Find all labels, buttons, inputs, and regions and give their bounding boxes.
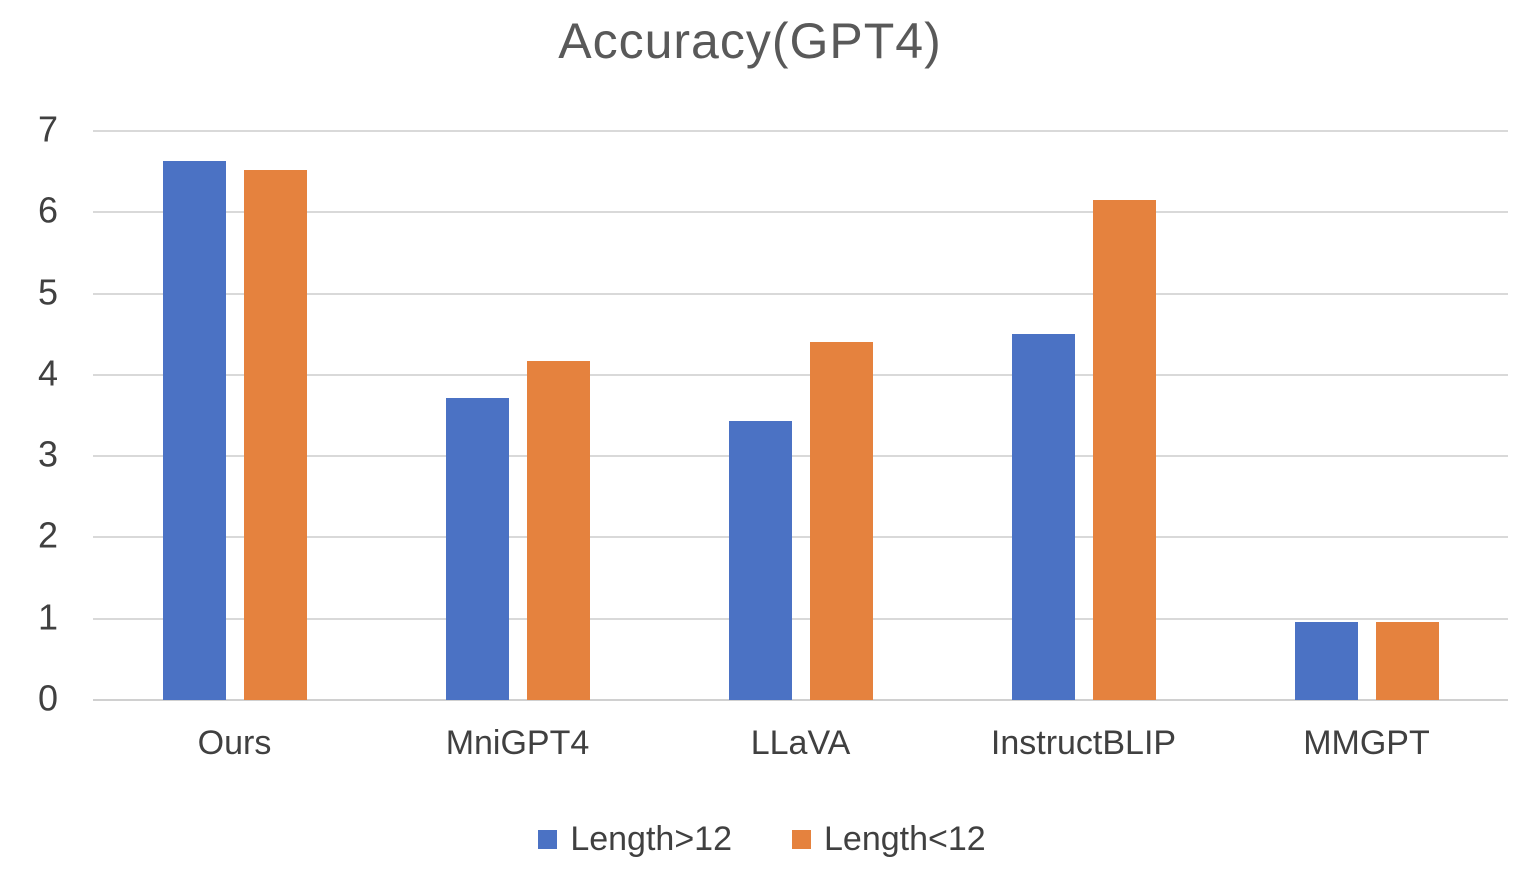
y-tick-label-2: 2 — [37, 514, 58, 556]
gridline-y-2 — [93, 536, 1508, 539]
bar-InstructBLIP-Length<12 — [1093, 200, 1156, 700]
gridline-y-0 — [93, 699, 1508, 701]
y-tick-label-6: 6 — [37, 189, 58, 231]
y-tick-label-1: 1 — [37, 596, 58, 638]
bar-MMGPT-Length>12 — [1295, 622, 1358, 700]
chart-title: Accuracy(GPT4) — [558, 13, 942, 69]
legend-swatch-icon — [792, 830, 811, 849]
gridline-y-3 — [93, 455, 1508, 458]
bar-InstructBLIP-Length>12 — [1012, 334, 1075, 700]
y-tick-label-5: 5 — [37, 270, 58, 312]
legend-label: Length<12 — [824, 820, 986, 858]
bar-Ours-Length<12 — [244, 170, 307, 700]
y-tick-label-0: 0 — [37, 677, 58, 719]
category-label-MniGPT4: MniGPT4 — [445, 724, 590, 762]
gridline-y-1 — [93, 617, 1508, 620]
gridline-y-5 — [93, 292, 1508, 295]
bar-LLaVA-Length<12 — [810, 342, 873, 700]
bar-MniGPT4-Length<12 — [527, 361, 590, 700]
gridline-y-7 — [93, 130, 1508, 132]
category-label-InstructBLIP: InstructBLIP — [990, 724, 1177, 762]
bar-MMGPT-Length<12 — [1376, 622, 1439, 700]
legend-label: Length>12 — [570, 820, 732, 858]
category-label-LLaVA: LLaVA — [750, 724, 851, 762]
legend-item-Length<12: Length<12 — [792, 820, 986, 859]
category-label-MMGPT: MMGPT — [1303, 724, 1430, 762]
gridline-y-4 — [93, 373, 1508, 376]
legend-swatch-icon — [538, 830, 558, 849]
bar-LLaVA-Length>12 — [729, 421, 792, 700]
legend-item-Length>12: Length>12 — [538, 820, 732, 859]
category-label-Ours: Ours — [197, 724, 272, 762]
legend: Length>12 Length<12 — [0, 820, 1524, 859]
bar-Ours-Length>12 — [163, 161, 226, 700]
gridline-y-6 — [93, 211, 1508, 214]
y-tick-label-3: 3 — [37, 433, 58, 475]
y-tick-label-4: 4 — [37, 352, 58, 394]
y-tick-label-7: 7 — [37, 108, 58, 150]
bar-MniGPT4-Length>12 — [446, 398, 509, 700]
